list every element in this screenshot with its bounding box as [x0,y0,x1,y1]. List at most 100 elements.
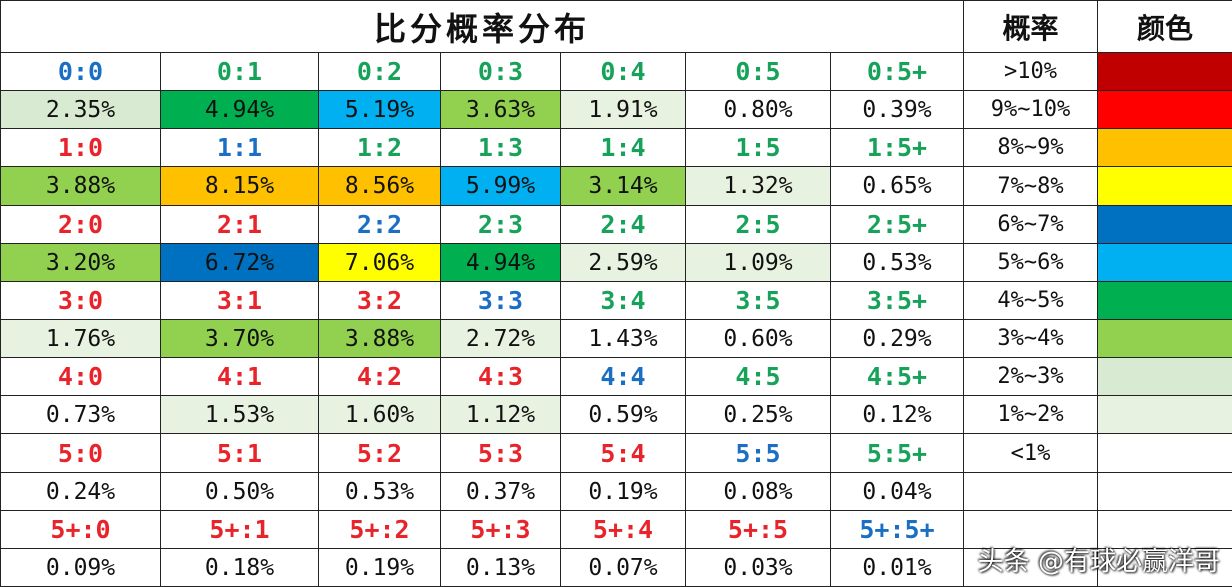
probability-value: 3.20% [0,243,161,282]
probability-value: 0.53% [318,472,441,511]
legend-range-label: 6%~7% [963,205,1098,244]
score-label: 3:3 [440,281,561,320]
legend-range-label: 9%~10% [963,90,1098,129]
score-label: 5+:5+ [830,510,964,549]
score-label: 5+:5 [685,510,831,549]
probability-value: 0.18% [160,548,319,587]
probability-value: 1.53% [160,395,319,434]
score-label: 4:0 [0,357,161,396]
probability-value: 8.15% [160,166,319,206]
score-label: 3:2 [318,281,441,320]
score-label: 4:5 [685,357,831,396]
probability-value: 3.88% [0,166,161,206]
score-label: 3:4 [560,281,686,320]
probability-value: 0.60% [685,319,831,358]
probability-value: 1.60% [318,395,441,434]
score-label: 0:4 [560,52,686,91]
empty-cell [963,510,1098,549]
score-label: 1:1 [160,128,319,167]
legend-range-label: 2%~3% [963,357,1098,396]
legend-color-swatch [1097,166,1232,206]
legend-range-label: 5%~6% [963,243,1098,282]
legend-color-swatch [1097,205,1232,244]
probability-value: 2.35% [0,90,161,129]
score-label: 3:5+ [830,281,964,320]
score-label: 1:5+ [830,128,964,167]
score-label: 2:4 [560,205,686,244]
legend-color-swatch [1097,281,1232,320]
score-label: 3:5 [685,281,831,320]
probability-value: 0.37% [440,472,561,511]
probability-value: 2.72% [440,319,561,358]
legend-color-swatch [1097,128,1232,167]
legend-range-label: 7%~8% [963,166,1098,206]
score-label: 5:3 [440,433,561,473]
empty-cell [1097,510,1232,549]
probability-value: 0.29% [830,319,964,358]
probability-value: 1.12% [440,395,561,434]
score-label: 4:4 [560,357,686,396]
score-label: 4:3 [440,357,561,396]
score-label: 4:2 [318,357,441,396]
score-label: 5:4 [560,433,686,473]
score-label: 2:1 [160,205,319,244]
score-label: 5:2 [318,433,441,473]
probability-value: 0.39% [830,90,964,129]
color-column-header: 颜色 [1097,0,1232,53]
legend-color-swatch [1097,243,1232,282]
probability-value: 1.91% [560,90,686,129]
empty-cell [963,472,1098,511]
probability-value: 0.24% [0,472,161,511]
probability-value: 0.04% [830,472,964,511]
legend-range-label: 8%~9% [963,128,1098,167]
empty-cell [963,548,1098,587]
probability-value: 4.94% [440,243,561,282]
probability-value: 0.53% [830,243,964,282]
probability-value: 0.73% [0,395,161,434]
probability-value: 5.19% [318,90,441,129]
probability-value: 0.65% [830,166,964,206]
probability-value: 0.19% [560,472,686,511]
probability-value: 0.08% [685,472,831,511]
probability-value: 0.80% [685,90,831,129]
probability-value: 8.56% [318,166,441,206]
probability-value: 7.06% [318,243,441,282]
probability-value: 1.09% [685,243,831,282]
score-label: 4:1 [160,357,319,396]
empty-cell [1097,548,1232,587]
legend-color-swatch [1097,90,1232,129]
probability-value: 1.32% [685,166,831,206]
probability-value: 6.72% [160,243,319,282]
probability-value: 1.76% [0,319,161,358]
probability-value: 4.94% [160,90,319,129]
score-label: 5:0 [0,433,161,473]
score-label: 0:5 [685,52,831,91]
legend-color-swatch [1097,52,1232,91]
legend-color-swatch [1097,395,1232,434]
legend-range-label: 1%~2% [963,395,1098,434]
score-label: 0:3 [440,52,561,91]
score-label: 0:2 [318,52,441,91]
legend-range-label: >10% [963,52,1098,91]
probability-value: 0.09% [0,548,161,587]
probability-value: 3.88% [318,319,441,358]
score-label: 1:2 [318,128,441,167]
probability-value: 0.01% [830,548,964,587]
score-label: 2:5 [685,205,831,244]
legend-range-label: 3%~4% [963,319,1098,358]
probability-value: 1.43% [560,319,686,358]
score-label: 5+:2 [318,510,441,549]
probability-value: 3.70% [160,319,319,358]
page-title: 比分概率分布 [0,0,964,53]
probability-value: 2.59% [560,243,686,282]
probability-value: 3.63% [440,90,561,129]
probability-value: 0.07% [560,548,686,587]
probability-value: 5.99% [440,166,561,206]
score-label: 5+:4 [560,510,686,549]
score-label: 2:5+ [830,205,964,244]
score-label: 1:3 [440,128,561,167]
score-label: 0:1 [160,52,319,91]
legend-color-swatch [1097,319,1232,358]
score-label: 4:5+ [830,357,964,396]
